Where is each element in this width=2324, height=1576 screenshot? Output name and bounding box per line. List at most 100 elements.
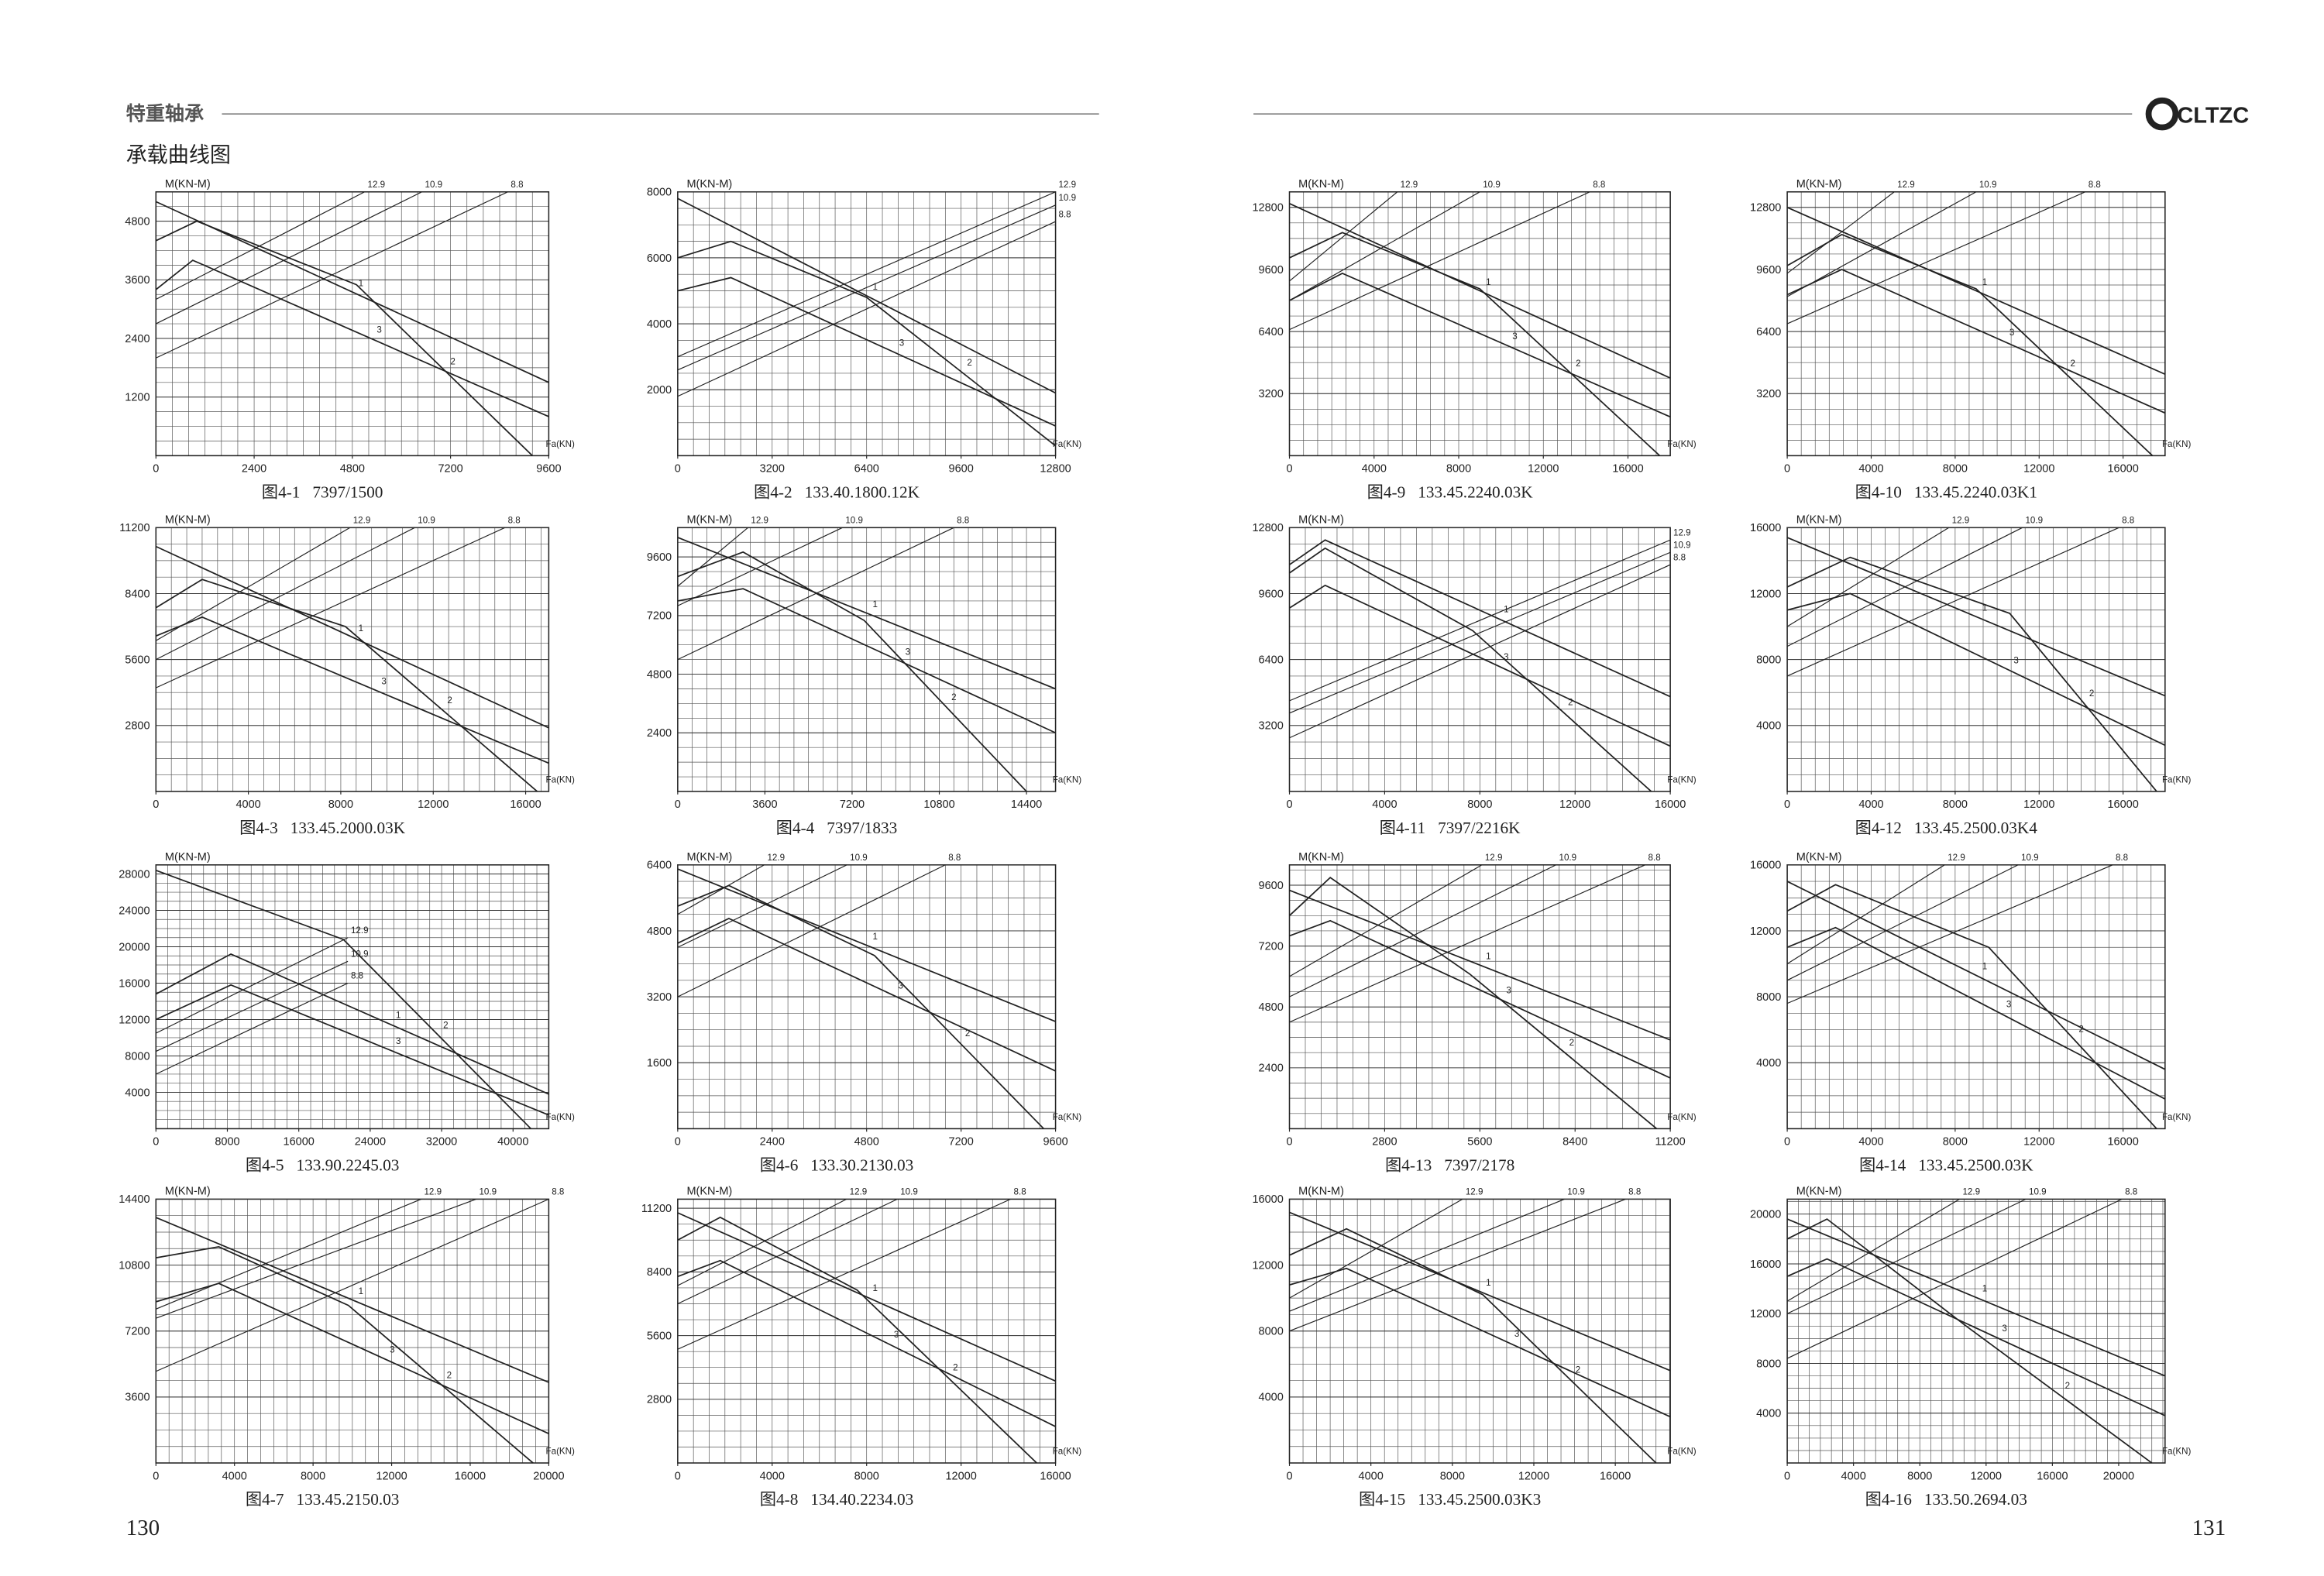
series-label: 3 [906,647,910,657]
series-line [156,1246,534,1464]
chart: 0 4000 8000 12000 16000 20000 3600 7200 10800 144… [119,1186,575,1509]
x-tick-label: 0 [675,1136,681,1149]
series-line [1288,877,1658,1130]
y-tick-label: 8000 [647,187,672,199]
y-tick-label: 12800 [1252,522,1283,534]
x-tick-label: 0 [1286,1136,1292,1149]
series-label: 2 [447,1371,452,1381]
y-tick-label: 16000 [1750,522,1781,534]
x-tick-label: 8400 [1563,1136,1587,1149]
series-label: 12.9 [424,1187,442,1197]
chart-caption: 图4-7 133.45.2150.03 [246,1490,400,1509]
x-tick-label: 4800 [340,463,365,476]
series-label: 1 [359,623,363,633]
y-tick-label: 2400 [1259,1063,1284,1075]
series-label: 12.9 [368,180,386,190]
y-axis-label: M(KN-M) [1796,851,1842,864]
series-line [1289,551,1671,714]
x-tick-label: 4000 [1858,798,1883,811]
x-tick-label: 16000 [1040,1470,1071,1482]
series-line [1289,539,1671,698]
series-line [1289,191,1398,282]
x-tick-label: 7200 [840,798,865,811]
series-label: 3 [381,676,386,686]
series-label: 2 [1576,1365,1580,1375]
chart-caption: 图4-14 133.45.2500.03K [1859,1156,2033,1175]
y-tick-label: 4000 [1756,1408,1781,1420]
series-label: 1 [1486,951,1490,961]
chart: 0 4000 8000 12000 16000 2800 5600 8400 11200 12.9… [119,514,575,838]
x-axis-label: Fa(KN) [1667,439,1697,449]
series-line [1786,537,2166,697]
x-tick-label: 0 [675,463,681,476]
x-tick-label: 6400 [854,463,879,476]
x-tick-label: 4000 [1841,1470,1866,1482]
chart-caption: 图4-13 7397/2178 [1385,1156,1514,1175]
y-axis-label: M(KN-M) [1796,514,1842,527]
series-line [156,527,415,661]
y-axis-label: M(KN-M) [1298,178,1344,191]
series-label: 10.9 [1559,853,1577,863]
x-tick-label: 3200 [760,463,785,476]
page-number: 131 [2192,1516,2226,1540]
x-tick-label: 2400 [242,463,266,476]
chart-caption: 图4-11 7397/2216K [1380,819,1521,837]
y-tick-label: 8400 [125,588,150,600]
series-label: 2 [2065,1381,2070,1391]
series-line [155,870,531,1130]
x-tick-label: 32000 [426,1136,457,1149]
x-tick-label: 0 [153,798,159,811]
series-label: 1 [1486,277,1490,287]
x-tick-label: 16000 [2107,798,2138,811]
series-line [156,1198,476,1319]
chart-caption: 图4-4 7397/1833 [776,819,898,837]
y-tick-label: 11200 [641,1203,672,1215]
series-line [1289,564,1671,739]
series-line [1786,864,2019,981]
x-tick-label: 16000 [1655,798,1686,811]
series-label: 2 [1569,1038,1574,1048]
chart-caption: 图4-3 133.45.2000.03K [239,819,406,837]
x-tick-label: 4000 [235,798,260,811]
series-label: 3 [1512,331,1517,342]
x-tick-label: 12000 [1971,1470,2002,1482]
x-tick-label: 8000 [1943,1136,1968,1149]
x-tick-label: 8000 [1943,463,1968,476]
x-tick-label: 12000 [2023,463,2054,476]
series-line [1289,272,1671,418]
series-label: 2 [967,358,971,368]
x-tick-label: 16000 [1600,1470,1631,1482]
x-axis-label: Fa(KN) [2162,1446,2192,1456]
x-tick-label: 4800 [854,1136,879,1149]
y-tick-label: 7200 [647,610,672,623]
x-tick-label: 40000 [497,1136,528,1149]
series-line [677,191,1056,358]
series-line [677,864,765,915]
y-tick-label: 20000 [119,941,150,953]
x-axis-label: Fa(KN) [546,439,576,449]
series-label: 8.8 [511,180,523,190]
series-line [156,982,349,1075]
x-tick-label: 0 [153,1136,159,1149]
series-line [1786,926,2166,1100]
series-label: 12.9 [1058,180,1076,190]
x-tick-label: 0 [1286,798,1292,811]
chart: 0 2800 5600 8400 11200 2400 4800 7200 9600 12.9 10… [1259,851,1697,1175]
series-label: 12.9 [751,516,768,526]
x-axis-label: Fa(KN) [1667,1112,1697,1122]
y-tick-label: 16000 [1750,860,1781,872]
x-tick-label: 0 [1286,463,1292,476]
chart-caption: 图4-5 133.90.2245.03 [246,1156,400,1175]
chart: 0 8000 16000 24000 32000 40000 4000 8000 12000 16… [119,851,575,1175]
x-tick-label: 9600 [1043,1136,1067,1149]
section-title: 特重轴承 [126,102,205,125]
y-tick-label: 8400 [647,1266,672,1279]
y-tick-label: 12000 [1750,1308,1781,1320]
x-tick-label: 4000 [1362,463,1387,476]
series-label: 3 [898,981,902,991]
y-tick-label: 5600 [125,654,150,666]
y-axis-label: M(KN-M) [165,851,211,864]
series-label: 3 [894,1330,899,1340]
plot-frame [1786,191,2166,457]
